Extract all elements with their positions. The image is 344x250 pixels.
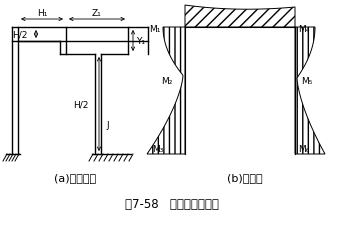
Text: J: J [106, 120, 109, 129]
Polygon shape [147, 28, 185, 154]
Text: M₃: M₃ [152, 145, 163, 154]
Text: H₁: H₁ [37, 10, 47, 18]
Polygon shape [295, 28, 325, 154]
Polygon shape [185, 6, 295, 28]
Text: Y₁: Y₁ [137, 37, 146, 46]
Text: M₄: M₄ [298, 26, 309, 34]
Text: (b)弯矩图: (b)弯矩图 [227, 172, 263, 182]
Text: H/2: H/2 [12, 30, 28, 39]
Text: M₂: M₂ [161, 77, 173, 86]
Text: 图7-58   立柱受力分析图: 图7-58 立柱受力分析图 [125, 198, 219, 211]
Text: Z₁: Z₁ [92, 10, 102, 18]
Text: M₁: M₁ [150, 26, 161, 34]
Text: H/2: H/2 [73, 100, 89, 109]
Text: M₆: M₆ [298, 145, 309, 154]
Text: M₅: M₅ [301, 77, 312, 86]
Text: (a)受力简图: (a)受力简图 [54, 172, 96, 182]
